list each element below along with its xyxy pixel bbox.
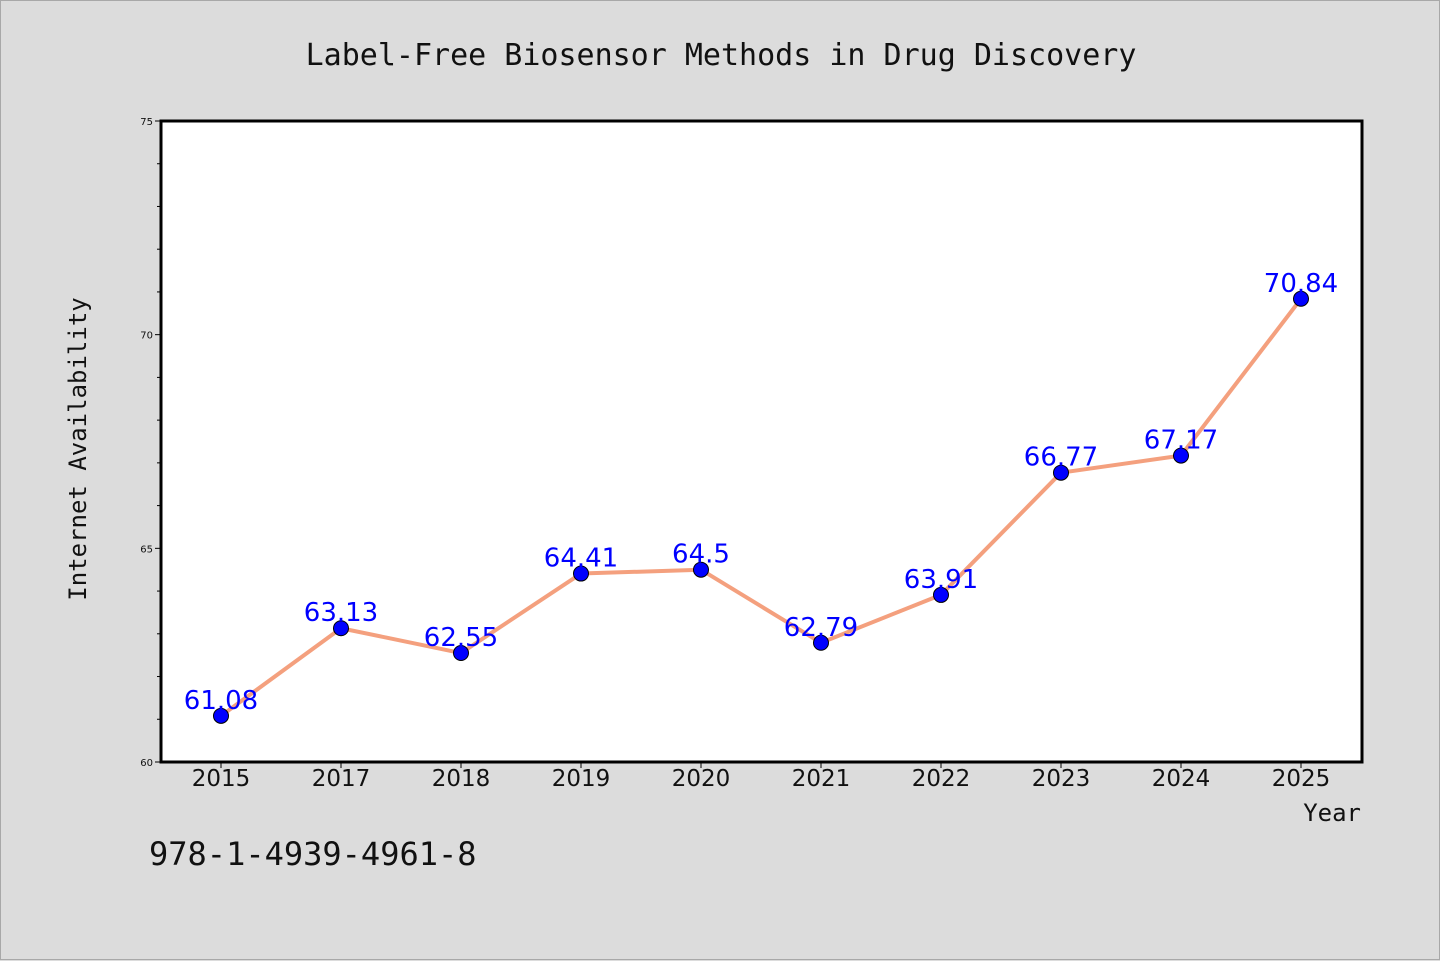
y-axis: 60 65 70 75 [140,117,161,769]
series-line-group [219,296,1303,718]
x-tick-label: 2015 [192,766,251,792]
plot-area [161,121,1362,762]
data-point-marker [1053,464,1069,481]
plot-frame [159,119,1364,764]
data-point-marker [1293,290,1309,307]
data-label: 64.5 [672,540,730,570]
chart-title: Label-Free Biosensor Methods in Drug Dis… [306,38,1137,73]
x-tick-label: 2018 [432,766,491,792]
data-label: 64.41 [544,544,618,574]
data-label: 63.13 [304,598,378,628]
data-label: 62.79 [784,613,858,643]
data-point-marker [453,645,469,662]
data-point-marker [333,620,349,637]
x-tick-label: 2024 [1152,766,1211,792]
x-tick-label: 2020 [672,766,731,792]
data-label: 62.55 [424,623,498,653]
x-axis-label: Year [1303,799,1361,827]
series-line [219,296,1303,718]
x-tick-label: 2023 [1032,766,1091,792]
x-tick-label: 2017 [312,766,371,792]
data-point-marker [693,561,709,578]
x-tick-label: 2022 [912,766,971,792]
data-label: 63.91 [904,565,978,595]
y-tick-label: 60 [140,758,153,769]
data-point-marker [813,634,829,651]
x-tick-label: 2025 [1272,766,1331,792]
data-point-marker [933,586,949,603]
y-tick-label: 65 [140,544,153,555]
markers-group [213,290,1309,724]
data-point-marker [213,707,229,724]
data-label: 61.08 [184,686,258,716]
x-tick-label: 2019 [552,766,611,792]
y-axis-label: Internet Availability [64,297,92,600]
x-tick-label: 2021 [792,766,851,792]
isbn-text: 978-1-4939-4961-8 [149,835,477,873]
data-point-marker [1173,447,1189,464]
y-tick-label: 70 [140,331,153,342]
data-label: 70.84 [1264,269,1338,299]
x-axis: 2015 2017 2018 2019 2020 2021 2022 2023 2024 2025 [192,762,1331,792]
y-tick-label: 75 [140,117,153,128]
data-point-marker [573,565,589,582]
data-labels-group: 61.08 63.13 62.55 64.41 64.5 62.79 63.91 66.77 6… [184,269,1338,716]
data-label: 66.77 [1024,443,1098,473]
data-label: 67.17 [1144,426,1218,456]
